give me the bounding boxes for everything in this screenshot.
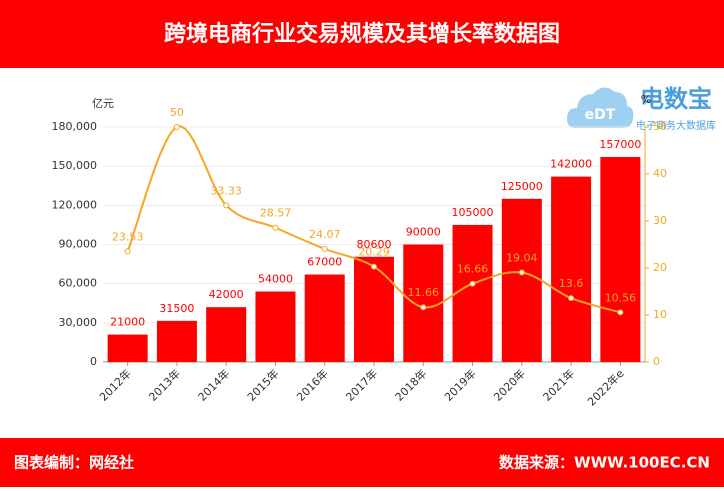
bar-value-label: 31500 bbox=[159, 302, 194, 315]
x-tick-label: 2020年 bbox=[491, 366, 528, 403]
bar bbox=[501, 198, 542, 362]
growth-point bbox=[617, 309, 624, 316]
growth-label: 23.53 bbox=[112, 230, 144, 243]
y2-tick-label: 0 bbox=[653, 355, 660, 368]
bar-value-label: 90000 bbox=[406, 226, 441, 239]
bar-value-label: 157000 bbox=[599, 138, 641, 151]
y2-tick-label: 40 bbox=[653, 167, 667, 180]
header-band bbox=[0, 0, 724, 68]
growth-point bbox=[420, 304, 427, 311]
growth-point bbox=[371, 263, 377, 270]
x-tick-label: 2021年 bbox=[540, 366, 577, 403]
growth-label: 11.66 bbox=[408, 286, 440, 299]
growth-point bbox=[223, 202, 230, 209]
bar bbox=[600, 157, 641, 362]
y-tick-label: 150,000 bbox=[52, 159, 98, 172]
bar bbox=[156, 320, 197, 362]
bar-value-label: 105000 bbox=[452, 206, 494, 219]
footer-band bbox=[0, 438, 724, 487]
y-unit: 亿元 bbox=[92, 97, 114, 110]
x-tick-label: 2014年 bbox=[195, 366, 232, 403]
growth-point bbox=[173, 124, 180, 130]
logo-cloud bbox=[567, 87, 634, 128]
bar bbox=[551, 176, 592, 362]
footer-left: 图表编制：网经社 bbox=[14, 454, 134, 472]
x-tick-label: 2018年 bbox=[392, 366, 429, 403]
growth-point bbox=[272, 224, 279, 231]
x-tick-label: 2016年 bbox=[293, 366, 330, 403]
bar-value-label: 142000 bbox=[550, 158, 592, 171]
bar-value-label: 80600 bbox=[357, 238, 392, 251]
watermark-subtitle: 电子商务大数据库 bbox=[636, 119, 716, 132]
bar bbox=[403, 244, 444, 362]
growth-point bbox=[321, 245, 328, 252]
watermark-name: 电数宝 bbox=[640, 85, 712, 113]
y2-tick-label: 30 bbox=[653, 214, 667, 227]
growth-point bbox=[568, 295, 575, 302]
y-tick-label: 120,000 bbox=[52, 198, 98, 211]
y2-tick-label: 10 bbox=[653, 308, 667, 321]
y-tick-label: 30,000 bbox=[59, 316, 98, 329]
bar bbox=[107, 334, 148, 362]
growth-label: 13.6 bbox=[559, 277, 584, 290]
logo-text: eDT bbox=[585, 107, 616, 123]
y2-unit: % bbox=[641, 93, 651, 106]
bar bbox=[255, 291, 296, 362]
bar bbox=[354, 256, 394, 362]
x-tick-label: 2015年 bbox=[244, 366, 281, 403]
growth-label: 10.56 bbox=[605, 291, 637, 304]
y2-tick-label: 50 bbox=[653, 120, 667, 133]
x-tick-label: 2019年 bbox=[441, 366, 478, 403]
bar-value-label: 54000 bbox=[258, 273, 293, 286]
growth-label: 50 bbox=[170, 106, 184, 119]
growth-point bbox=[518, 269, 525, 276]
y2-tick-label: 20 bbox=[653, 261, 667, 274]
growth-label: 33.33 bbox=[210, 184, 242, 197]
growth-label: 28.57 bbox=[260, 207, 292, 220]
bar-value-label: 67000 bbox=[307, 256, 342, 269]
chart-title: 跨境电商行业交易规模及其增长率数据图 bbox=[164, 21, 560, 47]
y-tick-label: 60,000 bbox=[59, 277, 98, 290]
growth-label: 19.04 bbox=[506, 252, 538, 265]
growth-line bbox=[126, 125, 621, 314]
growth-label: 24.07 bbox=[309, 228, 341, 241]
x-tick-label: 2022年e bbox=[584, 366, 626, 408]
growth-point bbox=[124, 248, 131, 255]
growth-label: 16.66 bbox=[457, 263, 489, 276]
bar bbox=[452, 224, 493, 362]
bar-value-label: 125000 bbox=[501, 180, 543, 193]
bar bbox=[206, 307, 247, 362]
growth-label: 20.29 bbox=[358, 246, 390, 259]
bar-value-label: 21000 bbox=[110, 316, 145, 329]
x-tick-label: 2012年 bbox=[96, 366, 133, 403]
y-tick-label: 90,000 bbox=[59, 238, 98, 251]
footer-right: 数据来源：WWW.100EC.CN bbox=[499, 454, 710, 472]
y-tick-label: 180,000 bbox=[52, 120, 98, 133]
y-tick-label: 0 bbox=[90, 355, 97, 368]
bar bbox=[304, 274, 345, 362]
watermark: eDT 电数宝 电子商务大数据库 bbox=[567, 85, 716, 132]
x-tick-label: 2017年 bbox=[343, 366, 380, 403]
growth-point bbox=[469, 280, 476, 287]
bar-value-label: 42000 bbox=[209, 288, 244, 301]
x-tick-label: 2013年 bbox=[146, 366, 183, 403]
